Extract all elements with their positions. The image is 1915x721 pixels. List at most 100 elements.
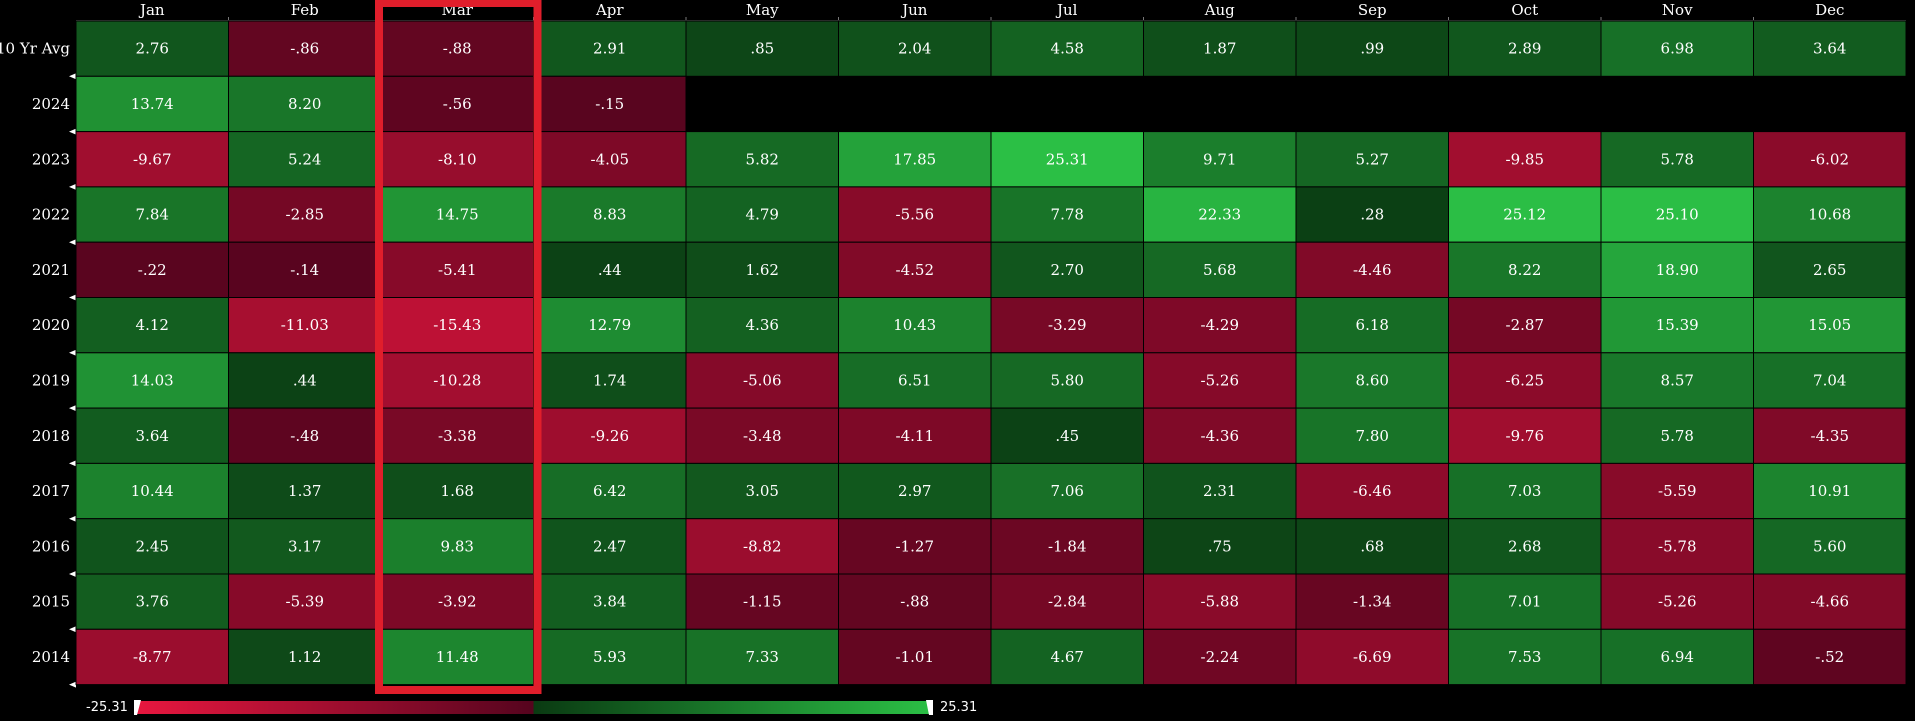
cell-value: 25.10 (1656, 206, 1699, 224)
cell-value: 2.76 (136, 40, 169, 58)
cell-value: -1.01 (896, 648, 934, 666)
cell-value: 2.65 (1813, 261, 1846, 279)
heatmap-cell (1448, 131, 1602, 188)
cell-value: 5.78 (1661, 427, 1694, 445)
cell-value: -5.26 (1201, 371, 1239, 389)
cell-value: .68 (1360, 537, 1384, 555)
cell-value: -8.77 (133, 648, 171, 666)
cell-value: -3.48 (743, 427, 781, 445)
heatmap-cell (1600, 297, 1754, 354)
cell-value: -2.84 (1048, 593, 1086, 611)
heatmap-cell (990, 628, 1144, 686)
heatmap-cell (1753, 518, 1907, 575)
row-marker (69, 626, 76, 633)
row-label: 2024 (32, 95, 70, 113)
heatmap-cell (228, 75, 382, 133)
cell-value: -4.05 (591, 150, 629, 168)
cell-value: -.22 (138, 261, 167, 279)
heatmap-cell (380, 75, 534, 133)
cell-value: -9.85 (1506, 150, 1544, 168)
cell-value: -5.88 (1201, 593, 1239, 611)
heatmap-cell (380, 573, 534, 630)
cell-value: -9.26 (591, 427, 629, 445)
heatmap-cell (1295, 628, 1449, 686)
heatmap-cell (75, 462, 229, 520)
heatmap-cell (75, 131, 229, 188)
cell-value: 2.97 (898, 482, 931, 500)
cell-value: 4.58 (1051, 40, 1084, 58)
cell-value: .85 (750, 40, 774, 58)
heatmap-cell (990, 131, 1144, 188)
row-label: 10 Yr Avg (0, 40, 70, 58)
heatmap-cell (1143, 20, 1297, 77)
heatmap-cell (1753, 20, 1907, 77)
row-marker (69, 515, 76, 522)
row-label: 2022 (32, 206, 70, 224)
heatmap-cell (75, 628, 229, 686)
row-marker (69, 349, 76, 356)
heatmap-cell (228, 241, 382, 298)
cell-value: 4.79 (746, 206, 779, 224)
cell-value: -5.41 (438, 261, 476, 279)
heatmap-cell (1600, 352, 1754, 409)
heatmap-cell (838, 628, 992, 686)
cell-value: -1.84 (1048, 537, 1086, 555)
scale-max-label: 25.31 (940, 700, 977, 715)
cell-value: 6.18 (1356, 316, 1389, 334)
cell-value: -.52 (1815, 648, 1844, 666)
cell-value: -6.46 (1353, 482, 1391, 500)
cell-value: 11.48 (436, 648, 479, 666)
heatmap-cell (380, 462, 534, 520)
cell-value: .44 (598, 261, 622, 279)
cell-value: 22.33 (1198, 206, 1241, 224)
heatmap-cell (75, 20, 229, 77)
cell-value: -.88 (443, 40, 472, 58)
scale-min-label: -25.31 (86, 700, 128, 715)
heatmap-cell (533, 407, 687, 464)
cell-value: -.56 (443, 95, 472, 113)
cell-value: 7.53 (1508, 648, 1541, 666)
cell-value: 3.64 (1813, 40, 1846, 58)
heatmap-cell (1143, 462, 1297, 520)
heatmap-cell (380, 241, 534, 298)
cell-value: .44 (293, 371, 317, 389)
heatmap-cell (1295, 186, 1449, 243)
heatmap-cell (838, 462, 992, 520)
cell-value: 15.39 (1656, 316, 1699, 334)
cell-value: 7.03 (1508, 482, 1541, 500)
scale-left-marker (134, 700, 141, 715)
heatmap-cell (75, 352, 229, 409)
cell-value: -3.38 (438, 427, 476, 445)
cell-value: 10.43 (893, 316, 936, 334)
cell-value: -4.36 (1201, 427, 1239, 445)
cell-value: 2.70 (1051, 261, 1084, 279)
heatmap-cell (1448, 241, 1602, 298)
cell-value: 10.68 (1808, 206, 1851, 224)
row-label: 2020 (32, 316, 70, 334)
heatmap-cell (685, 20, 839, 77)
cell-value: 6.42 (593, 482, 626, 500)
heatmap-cell (380, 20, 534, 77)
cell-value: 4.12 (136, 316, 169, 334)
cell-value: -3.92 (438, 593, 476, 611)
heatmap-cell (990, 518, 1144, 575)
heatmap-cell (1448, 352, 1602, 409)
cell-value: 17.85 (893, 150, 936, 168)
cell-value: -5.39 (286, 593, 324, 611)
cell-value: 2.04 (898, 40, 931, 58)
cell-value: 25.12 (1503, 206, 1546, 224)
heatmap-cell (1753, 186, 1907, 243)
heatmap-cell (1753, 462, 1907, 520)
heatmap-cell (228, 131, 382, 188)
scale-right-marker (926, 700, 933, 715)
column-header: Feb (291, 1, 319, 19)
cell-value: -5.78 (1658, 537, 1696, 555)
cell-value: 8.20 (288, 95, 321, 113)
heatmap-cell (838, 131, 992, 188)
cell-value: 7.04 (1813, 371, 1846, 389)
row-marker (69, 571, 76, 577)
heatmap-cell (1753, 241, 1907, 298)
heatmap-cell (380, 352, 534, 409)
heatmap-cell (1600, 628, 1754, 686)
heatmap-cell (685, 518, 839, 575)
